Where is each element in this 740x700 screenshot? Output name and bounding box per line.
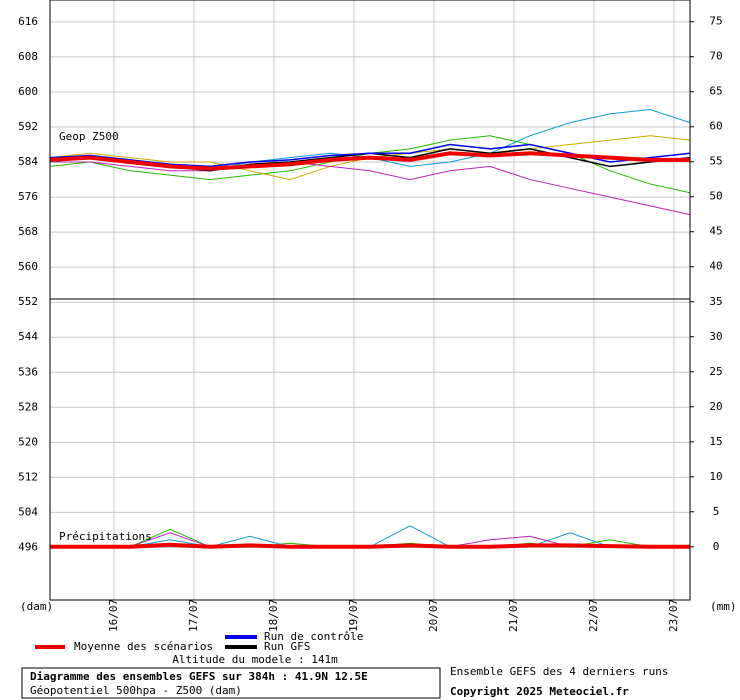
- precip-mean-line: [50, 542, 690, 549]
- y-tick-label: 576: [18, 190, 38, 203]
- x-tick-label: 17/07: [187, 599, 200, 632]
- y-tick-label: 496: [18, 540, 38, 553]
- y2-tick-label: 0: [713, 540, 720, 553]
- y-tick-label: 512: [18, 470, 38, 483]
- altitude: Altitude du modele : 141m: [172, 653, 338, 666]
- y-tick-label: 592: [18, 120, 38, 133]
- x-tick-label: 22/07: [587, 599, 600, 632]
- y-tick-label: 552: [18, 295, 38, 308]
- y-tick-label: 520: [18, 435, 38, 448]
- y2-tick-label: 50: [709, 190, 722, 203]
- y-tick-label: 544: [18, 330, 38, 343]
- member-line: [50, 161, 691, 216]
- y2-tick-label: 75: [709, 15, 722, 28]
- runs-note: Ensemble GEFS des 4 derniers runs: [450, 665, 669, 678]
- box-title: Diagramme des ensembles GEFS sur 384h : …: [30, 670, 368, 683]
- panel-label: Geop Z500: [59, 130, 119, 143]
- y2-unit: (mm): [710, 600, 737, 613]
- y2-tick-label: 45: [709, 225, 722, 238]
- grid: [50, 0, 690, 600]
- y2-tick-label: 35: [709, 295, 722, 308]
- lines: [49, 108, 691, 549]
- series-line: [49, 151, 690, 171]
- y2-tick-label: 30: [709, 330, 722, 343]
- y2-tick-label: 40: [709, 260, 722, 273]
- info-box: [21, 667, 441, 699]
- y-tick-label: 528: [18, 400, 38, 413]
- plot-bg: [50, 0, 690, 600]
- y2-tick-label: 25: [709, 365, 722, 378]
- x-tick-label: 16/07: [107, 599, 120, 632]
- panel-label: Précipitations: [59, 530, 152, 543]
- y2-tick-label: 15: [709, 435, 722, 448]
- y2-tick-label: 65: [709, 85, 722, 98]
- box-subtitle: Géopotentiel 500hpa - Z500 (dam): [30, 684, 242, 697]
- y-tick-label: 560: [18, 260, 38, 273]
- y2-tick-label: 5: [713, 505, 720, 518]
- y2-tick-label: 55: [709, 155, 722, 168]
- y-tick-label: 616: [18, 15, 38, 28]
- x-tick-label: 19/07: [347, 599, 360, 632]
- y-tick-label: 608: [18, 50, 38, 63]
- y2-tick-label: 20: [709, 400, 722, 413]
- x-tick-label: 21/07: [507, 599, 520, 632]
- y-tick-label: 504: [18, 505, 38, 518]
- y-tick-label: 568: [18, 225, 38, 238]
- legend-label: Run de contrôle: [264, 630, 363, 643]
- y-tick-label: 536: [18, 365, 38, 378]
- y-tick-label: 584: [18, 155, 38, 168]
- legend-label: Moyenne des scénarios: [74, 640, 213, 653]
- y2-tick-label: 10: [709, 470, 722, 483]
- x-tick-label: 18/07: [267, 599, 280, 632]
- x-tick-label: 23/07: [667, 599, 680, 632]
- y-unit: (dam): [20, 600, 53, 613]
- copyright: Copyright 2025 Meteociel.fr: [450, 685, 629, 698]
- y-tick-label: 600: [18, 85, 38, 98]
- legend-label: Run GFS: [264, 640, 310, 653]
- y2-tick-label: 60: [709, 120, 722, 133]
- plot-frame: [49, 0, 691, 601]
- x-tick-label: 20/07: [427, 599, 440, 632]
- y2-tick-label: 70: [709, 50, 722, 63]
